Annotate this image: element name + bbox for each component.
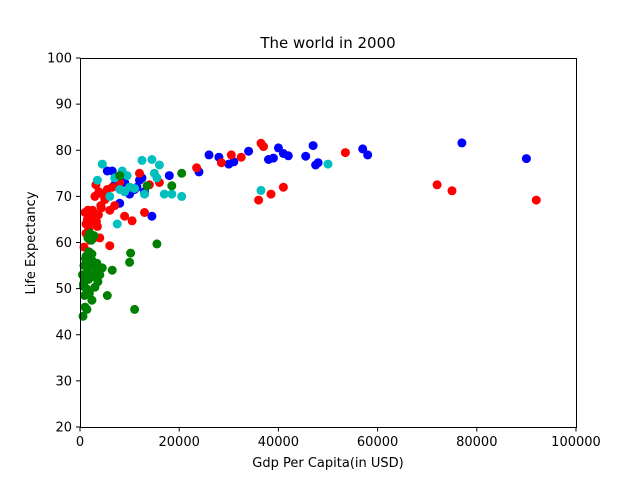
data-point bbox=[313, 158, 323, 168]
data-point bbox=[97, 159, 107, 169]
data-point bbox=[96, 203, 106, 213]
data-point bbox=[115, 171, 125, 181]
data-point bbox=[125, 257, 135, 267]
y-tick-label: 70 bbox=[55, 190, 72, 205]
data-point bbox=[91, 217, 101, 227]
y-axis-label: Life Expectancy bbox=[24, 191, 39, 294]
y-tick-label: 100 bbox=[47, 52, 72, 67]
data-point bbox=[142, 181, 152, 191]
data-point bbox=[229, 157, 239, 167]
data-point bbox=[87, 295, 97, 305]
data-point bbox=[137, 155, 147, 165]
data-point bbox=[521, 154, 531, 164]
data-point bbox=[268, 153, 278, 163]
data-point bbox=[89, 270, 99, 280]
data-point bbox=[105, 205, 115, 215]
data-point bbox=[457, 138, 467, 148]
data-point bbox=[363, 150, 373, 160]
data-point bbox=[226, 150, 236, 160]
data-point bbox=[147, 211, 157, 221]
chart-title: The world in 2000 bbox=[259, 34, 395, 52]
y-tick-label: 90 bbox=[55, 98, 72, 113]
data-point bbox=[93, 277, 103, 287]
data-point bbox=[93, 210, 103, 220]
data-point bbox=[358, 144, 368, 154]
data-point bbox=[105, 241, 115, 251]
data-point bbox=[432, 180, 442, 190]
data-point bbox=[216, 158, 226, 168]
data-point bbox=[130, 304, 140, 314]
data-point bbox=[204, 150, 214, 160]
y-axis: 20 30 40 50 60 70 80 90 100 bbox=[47, 52, 81, 436]
data-point bbox=[301, 151, 311, 161]
data-point bbox=[85, 261, 95, 271]
data-point bbox=[122, 171, 132, 181]
data-point bbox=[81, 254, 90, 264]
data-point bbox=[531, 195, 541, 205]
y-tick-label: 30 bbox=[55, 374, 72, 389]
data-point bbox=[152, 173, 162, 183]
data-point bbox=[259, 142, 268, 152]
data-point bbox=[154, 160, 164, 170]
y-tick-label: 50 bbox=[55, 282, 72, 297]
x-tick-label: 60000 bbox=[357, 435, 398, 450]
x-tick-label: 100000 bbox=[551, 435, 601, 450]
y-tick-label: 40 bbox=[55, 328, 72, 343]
data-point bbox=[105, 191, 115, 201]
data-point bbox=[140, 189, 149, 199]
data-point bbox=[283, 151, 293, 161]
x-tick-label: 20000 bbox=[159, 435, 200, 450]
data-point bbox=[278, 182, 288, 192]
data-point bbox=[87, 249, 97, 259]
data-point bbox=[340, 148, 350, 158]
x-tick-label: 40000 bbox=[258, 435, 299, 450]
x-tick-label: 80000 bbox=[456, 435, 497, 450]
data-point bbox=[254, 195, 264, 205]
data-point bbox=[107, 166, 117, 176]
data-point bbox=[81, 219, 91, 229]
data-point bbox=[126, 248, 136, 258]
data-point bbox=[167, 181, 177, 191]
data-point bbox=[135, 168, 144, 178]
data-point bbox=[323, 159, 333, 169]
data-point bbox=[256, 185, 266, 195]
data-point bbox=[177, 191, 187, 201]
data-point bbox=[236, 152, 246, 162]
x-axis: 0 20000 40000 60000 80000 100000 bbox=[76, 427, 601, 450]
data-point bbox=[244, 146, 254, 156]
data-point bbox=[152, 239, 162, 249]
data-point bbox=[159, 189, 169, 199]
data-point bbox=[167, 189, 177, 199]
y-tick-label: 80 bbox=[55, 144, 72, 159]
data-point bbox=[447, 186, 457, 196]
data-point bbox=[92, 175, 102, 185]
data-point bbox=[140, 208, 149, 217]
data-point bbox=[112, 219, 122, 229]
data-point bbox=[107, 265, 117, 275]
data-point bbox=[102, 291, 112, 300]
data-point bbox=[177, 168, 187, 178]
y-tick-label: 20 bbox=[55, 421, 72, 436]
data-point bbox=[266, 189, 276, 199]
points-layer bbox=[78, 138, 541, 321]
data-point bbox=[82, 288, 92, 298]
data-point bbox=[127, 216, 137, 226]
y-tick-label: 60 bbox=[55, 236, 72, 251]
data-point bbox=[107, 182, 117, 192]
data-point bbox=[130, 184, 140, 193]
x-tick-label: 0 bbox=[76, 435, 84, 450]
data-point bbox=[89, 231, 99, 241]
data-point bbox=[120, 211, 130, 221]
data-point bbox=[82, 304, 92, 314]
data-point bbox=[164, 171, 174, 181]
data-point bbox=[192, 163, 202, 173]
x-axis-label: Gdp Per Capita(in USD) bbox=[252, 456, 403, 471]
data-point bbox=[308, 141, 318, 151]
data-point bbox=[147, 155, 157, 164]
data-point bbox=[92, 258, 102, 268]
